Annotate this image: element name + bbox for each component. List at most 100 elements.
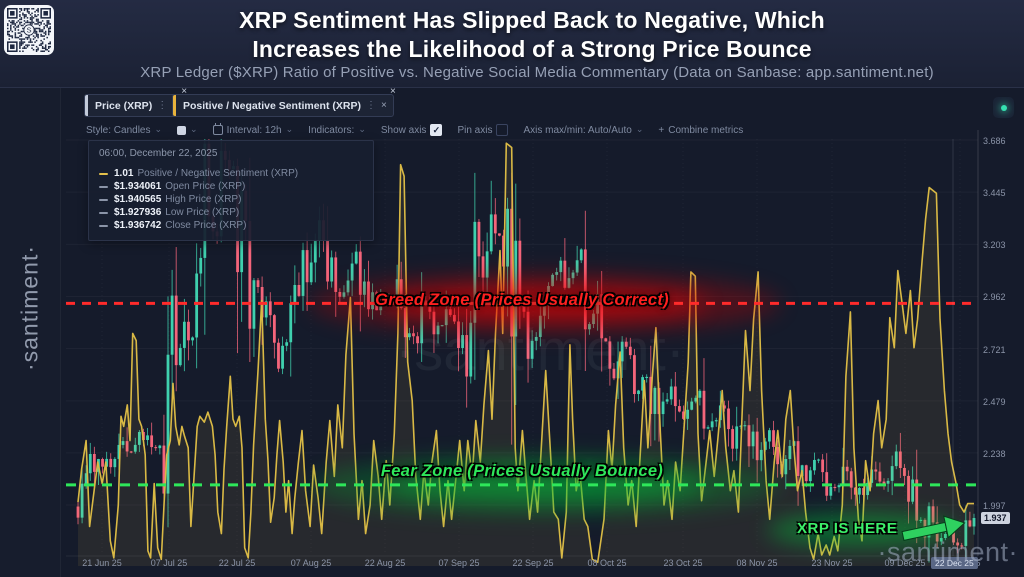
candle-body xyxy=(346,280,350,293)
highlighted-date-tag: 22 Dec 25 xyxy=(931,557,978,569)
candle-body xyxy=(113,458,117,468)
axis-maxmin-dropdown[interactable]: Axis max/min: Auto/Auto ⌄ xyxy=(523,123,644,136)
candle-body xyxy=(710,421,714,428)
kebab-menu-icon[interactable]: ⋮ xyxy=(365,100,376,111)
combine-metrics-button[interactable]: + Combine metrics xyxy=(658,124,744,136)
candle-body xyxy=(493,214,497,234)
close-icon[interactable]: × xyxy=(181,86,188,97)
candle-body xyxy=(465,335,469,377)
candle-body xyxy=(309,262,313,283)
tooltip-row: $1.936742 Close Price (XRP) xyxy=(99,219,363,232)
candle-body xyxy=(350,263,354,281)
y-axis-label: 2.479 xyxy=(983,396,1006,407)
candle-body xyxy=(952,527,955,543)
candle-body xyxy=(886,480,890,484)
candle-body xyxy=(628,346,632,356)
tooltip-label: Low Price (XRP) xyxy=(165,207,240,218)
chevron-down-icon: ⌄ xyxy=(190,123,198,134)
candle-body xyxy=(751,431,755,447)
candle-body xyxy=(813,459,816,471)
candle-body xyxy=(559,260,563,273)
candle-body xyxy=(121,441,125,445)
candle-body xyxy=(960,545,964,547)
candle-body xyxy=(469,322,473,377)
candle-body xyxy=(125,441,129,452)
y-axis-label: 2.721 xyxy=(983,344,1006,355)
y-axis-label: 2.962 xyxy=(983,292,1006,303)
close-icon[interactable]: × xyxy=(389,86,396,97)
candle-body xyxy=(743,425,747,427)
y-axis-label: 1.997 xyxy=(983,501,1006,511)
candle-body xyxy=(878,471,882,482)
candle-body xyxy=(898,451,902,468)
candle-body xyxy=(706,427,710,429)
candle-body xyxy=(849,471,853,488)
candle-body xyxy=(473,221,477,323)
candle-body xyxy=(407,333,411,338)
tab-price-xrp[interactable]: Price (XRP) ⋮ × × xyxy=(84,86,187,117)
candle-body xyxy=(866,482,870,496)
tooltip-row: $1.940565 High Price (XRP) xyxy=(99,193,363,206)
tab-label: Price (XRP) xyxy=(95,99,153,112)
candle-body xyxy=(678,406,681,412)
page-subtitle: XRP Ledger ($XRP) Ratio of Positive vs. … xyxy=(140,64,934,81)
candle-body xyxy=(485,251,489,278)
pin-axis-toggle[interactable]: Pin axis xyxy=(457,124,509,136)
interval-dropdown[interactable]: Interval: 12h ⌄ xyxy=(212,123,294,136)
y-axis-label: 3.203 xyxy=(983,240,1006,251)
checkbox-unchecked-icon[interactable] xyxy=(496,124,509,136)
show-axis-toggle[interactable]: Show axis ✓ xyxy=(381,124,443,136)
chart-toolbar: Style: Candles ⌄ ⌄ Interval: 12h ⌄ Indicat… xyxy=(86,123,743,137)
indicators-dropdown[interactable]: Indicators: ⌄ xyxy=(308,123,366,136)
x-axis-label: 07 Sep 25 xyxy=(438,558,480,568)
page-title: XRP Sentiment Has Slipped Back to Negati… xyxy=(60,6,1004,64)
candle-body xyxy=(297,284,301,296)
candle-body xyxy=(821,459,825,473)
candle-body xyxy=(837,485,841,488)
chevron-down-icon: ⌄ xyxy=(154,123,163,134)
candle-body xyxy=(129,451,133,453)
candle-body xyxy=(285,342,289,346)
candle-body xyxy=(858,488,861,495)
candle-body xyxy=(776,446,780,465)
candle-body xyxy=(579,249,583,261)
candle-body xyxy=(833,486,837,489)
candle-body xyxy=(150,435,154,448)
status-dot-icon xyxy=(1000,104,1007,111)
candle-body xyxy=(903,467,906,476)
tooltip-value: $1.940565 xyxy=(114,194,162,205)
candle-body xyxy=(289,303,293,343)
candle-body xyxy=(477,221,481,257)
candle-body xyxy=(604,338,608,342)
tooltip-value: $1.927936 xyxy=(114,207,162,218)
x-axis-label: 23 Oct 25 xyxy=(663,558,703,568)
chart-status-button[interactable] xyxy=(993,97,1014,118)
checkbox-checked-icon[interactable]: ✓ xyxy=(430,124,443,136)
candle-body xyxy=(481,256,485,278)
candle-body xyxy=(170,295,174,355)
series-dash-icon xyxy=(99,185,108,188)
x-axis-label: 22 Aug 25 xyxy=(364,558,406,568)
color-swatch-dropdown[interactable]: ⌄ xyxy=(177,123,198,136)
candle-body xyxy=(698,390,702,398)
tab-positive-negative-sentiment[interactable]: Positive / Negative Sentiment (XRP) ⋮ × … xyxy=(172,86,396,117)
candle-body xyxy=(694,397,698,402)
candle-body xyxy=(645,376,649,378)
tooltip-value: $1.934061 xyxy=(114,181,162,192)
svg-text:S: S xyxy=(26,26,31,35)
close-icon[interactable]: × xyxy=(380,100,387,111)
tooltip-label: Close Price (XRP) xyxy=(165,220,247,231)
style-dropdown[interactable]: Style: Candles ⌄ xyxy=(86,123,163,136)
kebab-menu-icon[interactable]: ⋮ xyxy=(157,100,168,111)
chevron-down-icon: ⌄ xyxy=(635,123,644,134)
tooltip-row: $1.927936 Low Price (XRP) xyxy=(99,206,363,219)
chevron-down-icon: ⌄ xyxy=(285,123,294,134)
calendar-icon xyxy=(212,123,223,135)
x-axis-label: 07 Aug 25 xyxy=(290,558,332,568)
candle-body xyxy=(641,377,645,391)
candle-body xyxy=(313,239,317,263)
candle-body xyxy=(326,240,329,282)
candle-body xyxy=(661,401,665,415)
candle-body xyxy=(845,466,849,472)
